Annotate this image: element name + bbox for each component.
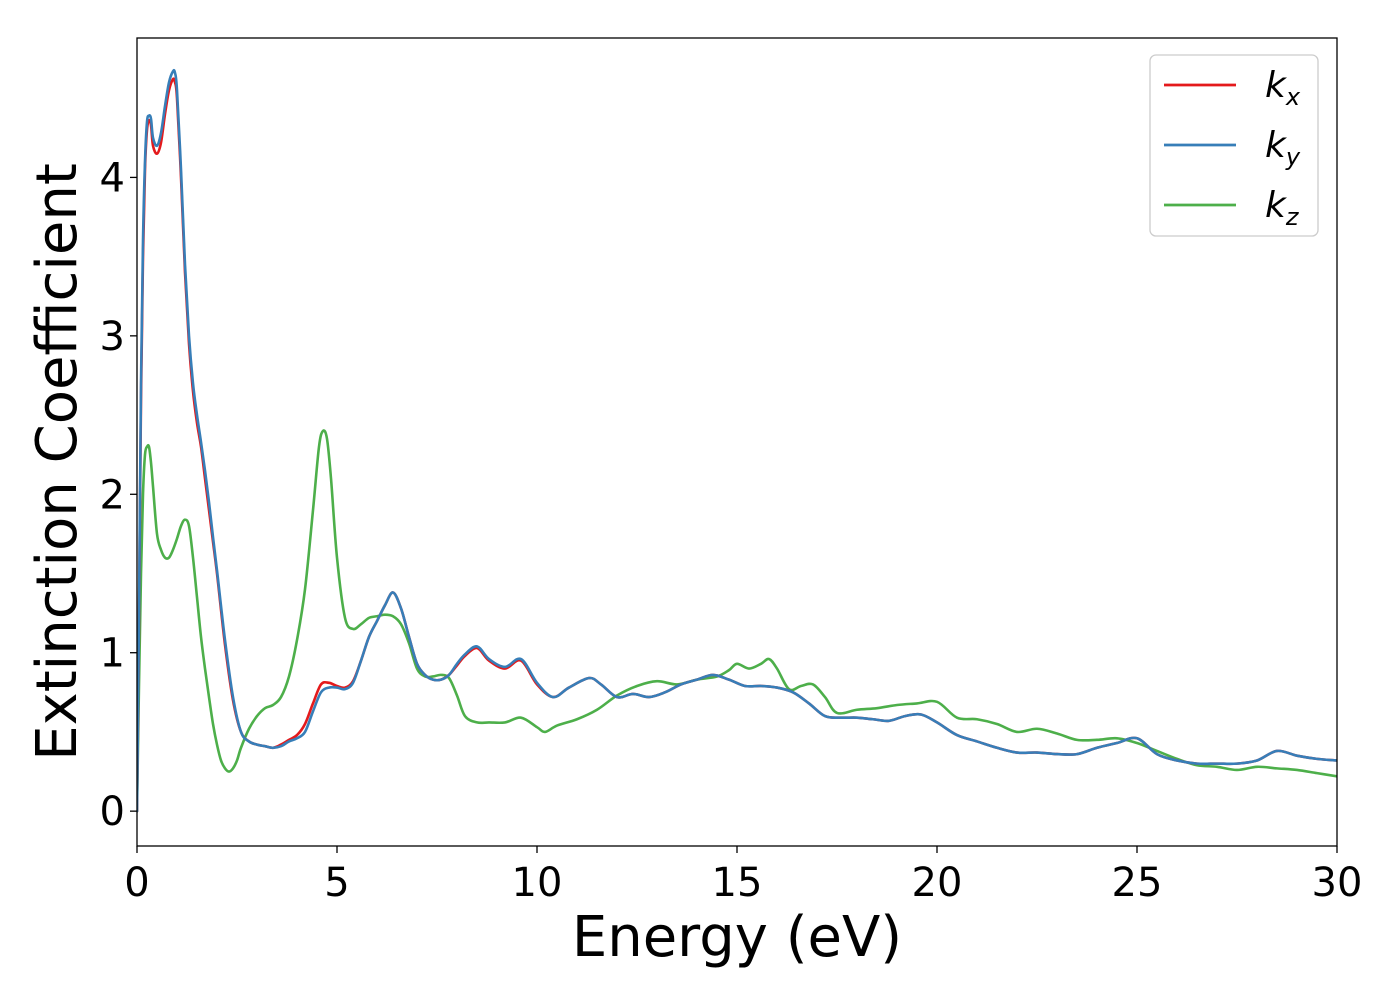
- x-tick-label: 5: [324, 860, 349, 906]
- x-tick-label: 15: [712, 860, 763, 906]
- x-axis-ticks: 0 5 10 15 20 25 30: [124, 846, 1362, 906]
- y-tick-label: 0: [100, 789, 125, 835]
- y-axis-label: Extinction Coefficient: [25, 163, 90, 761]
- legend-label: ky: [1265, 125, 1301, 171]
- y-tick-label: 3: [100, 314, 125, 360]
- y-tick-label: 2: [100, 472, 125, 518]
- legend-label: kx: [1265, 65, 1301, 111]
- series-lines: [137, 68, 1337, 813]
- x-tick-label: 30: [1312, 860, 1363, 906]
- y-tick-label: 4: [100, 155, 125, 201]
- series-line-y: [137, 68, 1337, 813]
- legend: kx ky kz: [1149, 54, 1319, 237]
- y-axis-ticks: 0 1 2 3 4: [100, 155, 137, 835]
- x-tick-label: 10: [512, 860, 563, 906]
- x-tick-label: 20: [912, 860, 963, 906]
- y-tick-label: 1: [100, 631, 125, 677]
- x-tick-label: 0: [124, 860, 149, 906]
- x-axis-label: Energy (eV): [572, 905, 902, 970]
- legend-label: kz: [1265, 185, 1300, 231]
- x-tick-label: 25: [1112, 860, 1163, 906]
